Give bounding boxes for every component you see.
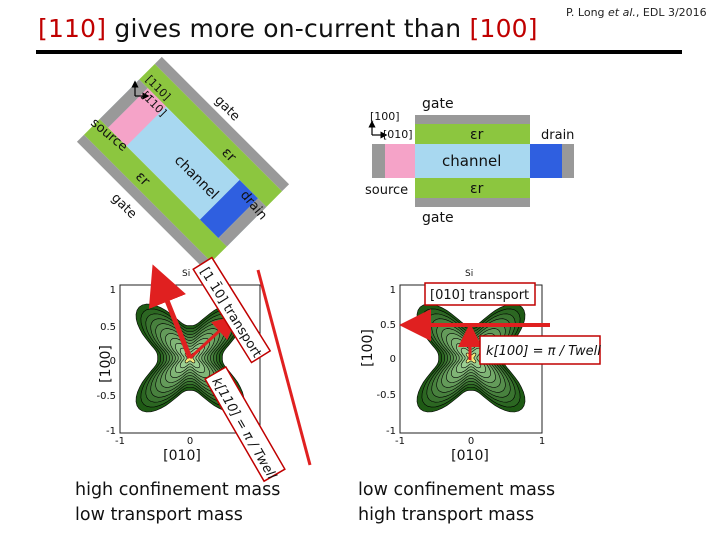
caption-right-line1: low confinement mass	[358, 480, 556, 500]
left-xtick-1: -1	[115, 436, 125, 447]
right-plot-material: Si	[465, 269, 473, 279]
left-drain-region	[199, 179, 258, 238]
left-transport-arrow	[148, 264, 193, 359]
left-dielectric-bottom	[84, 119, 227, 262]
right-axis-100: [100]	[370, 110, 400, 123]
right-eps-bottom: εr	[470, 181, 484, 197]
caption-right: low confinement mass high transport mass	[358, 478, 555, 528]
right-gate-bottom-bar	[415, 198, 530, 207]
right-ytick-2: 0.5	[380, 320, 396, 331]
left-k-label: k[110] = π / Twell	[208, 375, 279, 482]
title-underline	[36, 50, 682, 54]
right-transport-label: [010] transport	[430, 288, 529, 303]
right-ylabel: [100]	[360, 329, 376, 367]
left-ytick-5: -1	[106, 426, 116, 437]
right-plot: Si [100] [010] 1 0.5 0 -0.5 -1 -1 0 1 [0…	[360, 269, 601, 464]
right-dielectric-bottom	[415, 178, 530, 198]
right-dielectric-top	[415, 124, 530, 144]
left-device: channel εr εr gate gate	[76, 56, 290, 270]
left-guide-line	[256, 269, 312, 466]
right-ytick-1: 1	[390, 285, 396, 296]
caption-left-line2: low transport mass	[75, 505, 243, 525]
right-channel	[415, 144, 530, 178]
left-dielectric-top	[139, 64, 282, 207]
caption-left: high confinement mass low transport mass	[75, 478, 280, 528]
citation-source: , EDL 3/2016	[635, 6, 707, 19]
right-gate-top-label: gate	[422, 96, 454, 112]
title-text: gives more on-current than	[106, 14, 470, 43]
left-ytick-4: -0.5	[96, 391, 116, 402]
left-xlabel: [010]	[163, 448, 201, 464]
citation-etal: et al.	[608, 6, 636, 19]
right-ytick-5: -1	[386, 426, 396, 437]
right-source-label: source	[365, 183, 408, 198]
right-xtick-1: -1	[395, 436, 405, 447]
right-xtick-3: 1	[539, 436, 545, 447]
left-source-contact	[99, 79, 148, 128]
left-ytick-3: 0	[110, 356, 116, 367]
right-transport-box	[424, 282, 536, 306]
right-source-region	[385, 144, 415, 178]
right-k-box	[479, 335, 601, 365]
citation: P. Long et al., EDL 3/2016	[566, 6, 707, 19]
left-plot-frame	[119, 284, 261, 434]
right-ytick-4: -0.5	[376, 390, 396, 401]
right-axis-010: [010]	[383, 128, 413, 141]
title-orientation-100: [100]	[469, 14, 538, 43]
left-gate-top-bar	[154, 56, 290, 192]
left-source-region	[108, 88, 167, 147]
left-k-box: k[110] = π / Twell	[204, 365, 286, 483]
left-ytick-1: 1	[110, 285, 116, 296]
right-device: channel εr εr gate gate source drain [10…	[365, 96, 574, 226]
right-k-label: k[100] = π / Twell	[486, 344, 601, 359]
left-k-arrow	[188, 314, 237, 360]
right-xtick-2: 0	[468, 436, 474, 447]
right-channel-label: channel	[442, 152, 501, 170]
left-plot-material: Si	[182, 269, 190, 279]
slide-title: [110] gives more on-current than [100]	[38, 14, 538, 43]
right-xlabel: [010]	[451, 448, 489, 464]
citation-author: P. Long	[566, 6, 609, 19]
left-ytick-2: 0.5	[100, 322, 116, 333]
left-ylabel: [100]	[98, 345, 114, 383]
left-gate-bottom-bar	[76, 134, 212, 270]
left-drain-contact	[218, 198, 267, 247]
right-drain-label: drain	[541, 128, 574, 143]
right-ytick-3: 0	[390, 354, 396, 365]
right-gate-bottom-label: gate	[422, 210, 454, 226]
right-eps-top: εr	[470, 127, 484, 143]
right-gate-top-bar	[415, 115, 530, 124]
caption-left-line1: high confinement mass	[75, 480, 281, 500]
left-xtick-2: 0	[187, 436, 193, 447]
caption-right-line2: high transport mass	[358, 505, 535, 525]
title-orientation-110: [110]	[38, 14, 107, 43]
right-drain-region	[530, 144, 562, 178]
left-plot: Si [100] [010] 1 0.5 0 -0.5 -1 -1 0 1 [1…	[96, 256, 312, 483]
